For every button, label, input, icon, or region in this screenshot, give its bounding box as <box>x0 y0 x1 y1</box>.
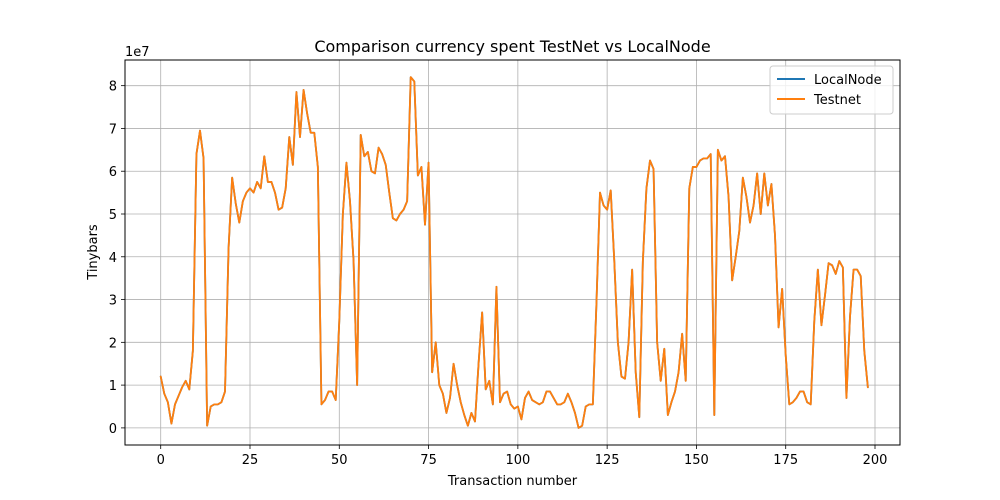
series-lines <box>159 76 869 429</box>
x-tick-label: 75 <box>420 453 437 468</box>
legend: LocalNode Testnet <box>769 65 894 115</box>
y-tick-label: 0 <box>109 422 117 437</box>
x-tick-label: 25 <box>242 453 259 468</box>
x-axis-title: Transaction number <box>447 474 578 489</box>
x-tick-label: 0 <box>157 453 165 468</box>
x-tick-label: 125 <box>595 453 620 468</box>
y-axis-offset-label: 1e7 <box>125 45 150 60</box>
plot-frame <box>124 59 901 446</box>
y-axis: 0 1 2 3 4 5 6 7 8 <box>109 80 125 437</box>
x-tick-label: 50 <box>331 453 348 468</box>
y-axis-title: Tinybars <box>86 224 101 281</box>
y-tick-label: 7 <box>109 122 117 137</box>
y-tick-label: 6 <box>109 165 117 180</box>
chart-title: Comparison currency spent TestNet vs Loc… <box>314 37 710 56</box>
y-tick-label: 1 <box>109 379 117 394</box>
series-line-localnode <box>159 76 869 429</box>
x-tick-label: 150 <box>684 453 709 468</box>
series-line-testnet <box>159 76 869 429</box>
y-tick-label: 5 <box>109 208 117 223</box>
y-tick-label: 8 <box>109 80 117 95</box>
x-axis: 0 25 50 75 100 125 150 175 200 <box>157 445 888 468</box>
legend-label-localnode: LocalNode <box>814 73 882 88</box>
grid <box>125 60 900 445</box>
x-tick-label: 200 <box>863 453 888 468</box>
legend-label-testnet: Testnet <box>813 93 861 108</box>
y-tick-label: 4 <box>109 251 117 266</box>
y-tick-label: 2 <box>109 336 117 351</box>
x-tick-label: 175 <box>773 453 798 468</box>
y-tick-label: 3 <box>109 294 117 309</box>
x-tick-label: 100 <box>505 453 530 468</box>
